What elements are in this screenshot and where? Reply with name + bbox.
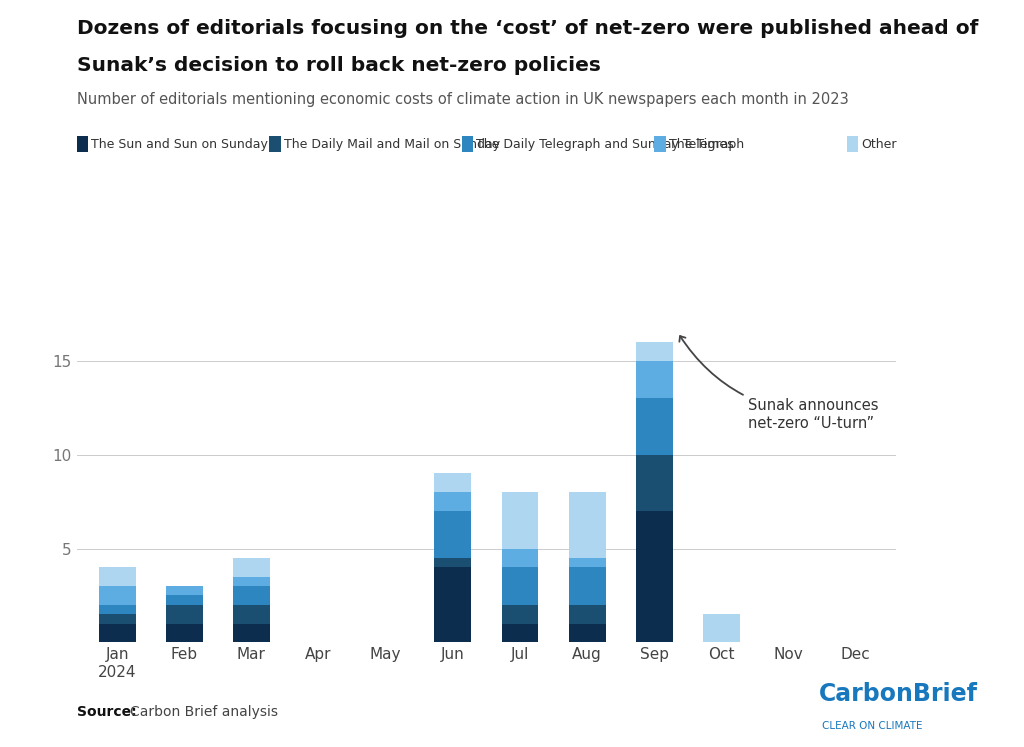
Text: The Times: The Times — [669, 137, 733, 151]
Bar — [502, 605, 539, 624]
Bar — [502, 567, 539, 605]
Bar — [232, 558, 270, 577]
Bar — [434, 567, 471, 642]
Bar — [568, 605, 605, 624]
Bar — [166, 595, 203, 605]
Bar — [98, 586, 135, 605]
Text: The Daily Telegraph and Sunday Telegraph: The Daily Telegraph and Sunday Telegraph — [476, 137, 744, 151]
Bar — [434, 492, 471, 511]
Bar — [98, 614, 135, 624]
Text: Other: Other — [861, 137, 897, 151]
Text: The Sun and Sun on Sunday: The Sun and Sun on Sunday — [91, 137, 268, 151]
Bar — [502, 492, 539, 548]
Text: The Daily Mail and Mail on Sunday: The Daily Mail and Mail on Sunday — [284, 137, 500, 151]
Bar — [434, 558, 471, 567]
Bar — [636, 455, 673, 511]
Text: CarbonBrief: CarbonBrief — [819, 682, 978, 706]
Bar — [434, 511, 471, 558]
Bar — [232, 624, 270, 642]
Bar — [568, 558, 605, 567]
Text: CLEAR ON CLIMATE: CLEAR ON CLIMATE — [822, 721, 923, 731]
Text: Carbon Brief analysis: Carbon Brief analysis — [130, 704, 279, 719]
Bar — [636, 398, 673, 455]
Text: Dozens of editorials focusing on the ‘cost’ of net-zero were published ahead of: Dozens of editorials focusing on the ‘co… — [77, 19, 978, 37]
Bar — [232, 586, 270, 605]
Text: Sunak announces
net-zero “U-turn”: Sunak announces net-zero “U-turn” — [679, 336, 879, 431]
Bar — [232, 605, 270, 624]
Bar — [636, 342, 673, 361]
Bar — [502, 548, 539, 567]
Bar — [232, 577, 270, 586]
Bar — [166, 605, 203, 624]
Bar — [636, 511, 673, 642]
Bar — [502, 624, 539, 642]
Bar — [636, 361, 673, 398]
Bar — [568, 624, 605, 642]
Bar — [98, 605, 135, 614]
Bar — [98, 624, 135, 642]
Bar — [98, 567, 135, 586]
Bar — [166, 586, 203, 595]
Bar — [568, 492, 605, 558]
Bar — [434, 474, 471, 492]
Text: Sunak’s decision to roll back net-zero policies: Sunak’s decision to roll back net-zero p… — [77, 56, 601, 75]
Bar — [702, 614, 740, 642]
Text: Source:: Source: — [77, 704, 136, 719]
Bar — [166, 624, 203, 642]
Bar — [568, 567, 605, 605]
Text: Number of editorials mentioning economic costs of climate action in UK newspaper: Number of editorials mentioning economic… — [77, 92, 849, 107]
